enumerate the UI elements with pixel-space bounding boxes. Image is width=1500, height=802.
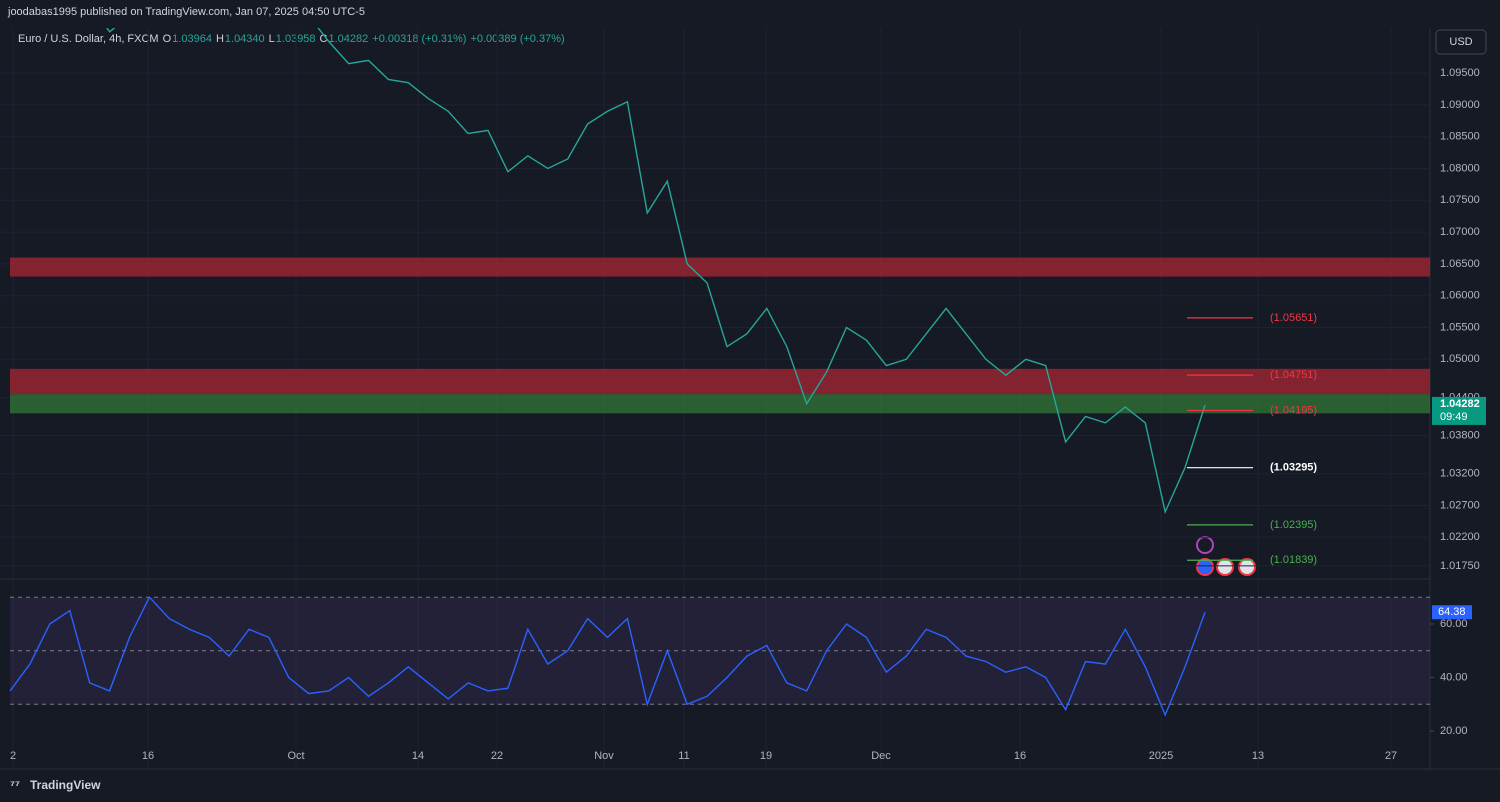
symbol-legend: Euro / U.S. Dollar, 4h, FXCM O 1.03964 H 1.0… bbox=[18, 33, 565, 45]
x-tick-label: 2025 bbox=[1149, 750, 1173, 762]
publisher: joodabas1995 published on TradingView.co… bbox=[7, 6, 365, 18]
level-label: (1.04751) bbox=[1270, 369, 1317, 381]
level-label: (1.01839) bbox=[1270, 554, 1317, 566]
ohlc-value: 1.03964 bbox=[172, 33, 212, 45]
y-tick-label: 40.00 bbox=[1440, 671, 1468, 683]
x-tick-label: 11 bbox=[678, 750, 689, 762]
ohlc-key: L bbox=[269, 33, 275, 45]
y-tick-label: 1.02700 bbox=[1440, 499, 1480, 511]
zone bbox=[10, 368, 1430, 395]
brand-logo: ⁷⁷ bbox=[10, 778, 20, 792]
change: +0.00389 (+0.37%) bbox=[470, 33, 564, 45]
y-tick-label: 1.03200 bbox=[1440, 468, 1480, 480]
x-tick-label: 16 bbox=[1014, 750, 1026, 762]
level-label: (1.03295) bbox=[1270, 462, 1317, 474]
brand: TradingView bbox=[30, 778, 101, 792]
ohlc-value: 1.04282 bbox=[329, 33, 369, 45]
rsi-band bbox=[10, 597, 1430, 705]
x-tick-label: 16 bbox=[142, 750, 154, 762]
change: +0.00318 (+0.31%) bbox=[372, 33, 466, 45]
level-label: (1.04195) bbox=[1270, 404, 1317, 416]
y-tick-label: 1.06500 bbox=[1440, 258, 1480, 270]
x-tick-label: 13 bbox=[1252, 750, 1264, 762]
y-tick-label: 1.09000 bbox=[1440, 99, 1480, 111]
y-tick-label: 1.09500 bbox=[1440, 67, 1480, 79]
ohlc-key: O bbox=[163, 33, 172, 45]
last-price-box bbox=[1432, 396, 1486, 425]
symbol: Euro / U.S. Dollar, 4h, FXCM bbox=[18, 33, 159, 45]
event-icons bbox=[1196, 536, 1256, 576]
x-tick-label: 27 bbox=[1385, 750, 1397, 762]
currency[interactable]: USD bbox=[1449, 36, 1472, 48]
y-tick-label: 1.07500 bbox=[1440, 194, 1480, 206]
y-tick-label: 60.00 bbox=[1440, 618, 1468, 630]
last-price: 1.04282 bbox=[1440, 398, 1480, 410]
y-tick-label: 1.07000 bbox=[1440, 226, 1480, 238]
y-tick-label: 1.08500 bbox=[1440, 131, 1480, 143]
ohlc-value: 1.04340 bbox=[225, 33, 265, 45]
y-tick-label: 1.02200 bbox=[1440, 531, 1480, 543]
zone bbox=[10, 394, 1430, 414]
y-tick-label: 20.00 bbox=[1440, 725, 1468, 737]
x-tick-label: 22 bbox=[491, 750, 503, 762]
x-tick-label: 2 bbox=[10, 750, 16, 762]
x-tick-label: 14 bbox=[412, 750, 424, 762]
series-line bbox=[9, 595, 1206, 717]
countdown: 09:49 bbox=[1440, 411, 1468, 423]
y-tick-label: 1.01750 bbox=[1440, 560, 1480, 572]
rsi-last-box bbox=[1432, 605, 1472, 620]
x-tick-label: Nov bbox=[594, 750, 614, 762]
x-tick-label: 19 bbox=[760, 750, 772, 762]
series-line bbox=[106, 28, 1206, 515]
y-tick-label: 1.03800 bbox=[1440, 429, 1480, 441]
price-pane bbox=[10, 28, 1430, 578]
level-label: (1.05651) bbox=[1270, 312, 1317, 324]
x-tick-label: Dec bbox=[871, 750, 891, 762]
y-tick-label: 1.05000 bbox=[1440, 353, 1480, 365]
x-tick-label: Oct bbox=[287, 750, 304, 762]
zone bbox=[10, 257, 1430, 277]
currency-button[interactable] bbox=[1435, 29, 1487, 55]
y-tick-label: 1.08000 bbox=[1440, 162, 1480, 174]
y-tick-label: 1.06000 bbox=[1440, 290, 1480, 302]
rsi-last: 64.38 bbox=[1438, 606, 1466, 618]
ohlc-key: C bbox=[320, 33, 328, 45]
level-label: (1.02395) bbox=[1270, 519, 1317, 531]
y-tick-label: 1.05500 bbox=[1440, 321, 1480, 333]
ohlc-key: H bbox=[216, 33, 224, 45]
